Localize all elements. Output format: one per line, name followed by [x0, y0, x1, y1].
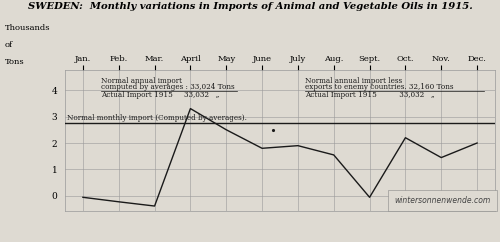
Text: Normal monthly import (Computed by averages).: Normal monthly import (Computed by avera… [67, 113, 246, 121]
Text: of: of [5, 41, 13, 49]
Text: Actual Import 1915     33,032   „: Actual Import 1915 33,032 „ [101, 91, 220, 99]
Text: SWEDEN:  Monthly variations in Imports of Animal and Vegetable Oils in 1915.: SWEDEN: Monthly variations in Imports of… [28, 2, 472, 11]
Text: Thousands: Thousands [5, 24, 51, 32]
Text: exports to enemy countries. 32,160 Tons: exports to enemy countries. 32,160 Tons [305, 83, 454, 91]
Text: wintersonnenwende.com: wintersonnenwende.com [394, 196, 490, 205]
Text: computed by averages : 33,024 Tons: computed by averages : 33,024 Tons [101, 83, 234, 91]
Text: Normal annual import less: Normal annual import less [305, 77, 402, 85]
Text: Normal annual import: Normal annual import [101, 77, 182, 85]
Text: Actual Import 1915          33,032   „: Actual Import 1915 33,032 „ [305, 91, 435, 99]
Text: Tons: Tons [5, 58, 24, 66]
